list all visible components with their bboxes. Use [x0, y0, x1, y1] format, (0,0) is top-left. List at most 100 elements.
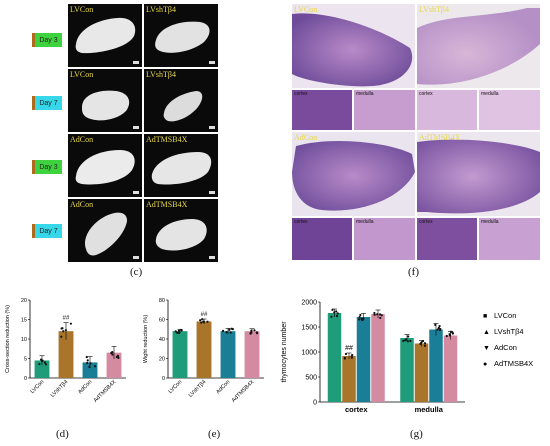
photo-label: LVCon — [70, 5, 94, 14]
photo-label: AdCon — [70, 200, 94, 209]
data-point — [380, 314, 383, 317]
photo-lvsh-day3: LVshTβ4 — [144, 4, 218, 67]
y-axis-label: Wight reduction (%) — [143, 315, 149, 363]
data-point — [200, 321, 203, 324]
bar — [443, 335, 458, 402]
bar — [342, 356, 356, 402]
histology-sub: cortex — [292, 90, 352, 130]
data-point — [350, 354, 353, 357]
chart-e: 0 20 40 60 80 Wight reduction (%) LVCon LVshTβ4… — [143, 298, 264, 404]
photo-adtmsb-day3: AdTMSB4X — [144, 134, 218, 197]
data-point — [335, 310, 338, 313]
sub-label: medulla — [481, 219, 499, 225]
y-tick-label: 60 — [159, 318, 165, 324]
data-point — [434, 323, 437, 326]
day-label-row4: Day 7 — [32, 224, 62, 238]
photo-lvcon-day3: LVCon — [68, 4, 142, 67]
data-point — [330, 315, 333, 318]
sub-label: cortex — [294, 219, 308, 225]
data-point — [438, 324, 441, 328]
data-point — [362, 317, 365, 320]
histology-adcon: AdCon — [292, 132, 415, 216]
data-point — [407, 335, 410, 338]
day-text: Day 3 — [39, 36, 58, 44]
legend-label: AdTMSB4X — [494, 359, 533, 368]
panel-f-letter: (f) — [408, 266, 419, 278]
data-point — [230, 327, 233, 330]
data-point — [344, 352, 348, 356]
data-point — [335, 314, 339, 318]
histology-sub: cortex — [417, 218, 477, 260]
chart-d: 0 5 10 15 20 Cross-section reduction (%) LVCon… — [5, 298, 126, 404]
legend-label: LVCon — [494, 311, 516, 320]
data-point — [93, 365, 97, 368]
photo-label: AdTMSB4X — [146, 200, 188, 209]
data-point — [406, 340, 409, 343]
photo-adcon-day7: AdCon — [68, 199, 142, 262]
significance-label: ## — [345, 345, 353, 352]
significance-label: ## — [201, 312, 208, 318]
bar — [327, 313, 342, 402]
y-tick-label: 80 — [159, 298, 165, 304]
x-tick-label: cortex — [345, 405, 368, 414]
x-tick-label: LVshTβ4 — [188, 379, 208, 399]
data-point — [331, 308, 334, 311]
bar — [172, 331, 188, 378]
data-point — [86, 361, 89, 365]
data-point — [85, 355, 88, 359]
data-point — [180, 329, 183, 332]
photo-lvcon-day7: LVCon — [68, 69, 142, 132]
x-tick-label: LVshTβ4 — [50, 379, 70, 399]
histology-label: LVshTβ4 — [419, 5, 449, 14]
data-point — [43, 361, 47, 364]
bar — [196, 321, 212, 378]
histology-sub: medulla — [479, 90, 540, 130]
day-label-row1: Day 3 — [32, 33, 62, 47]
bar — [58, 331, 74, 378]
data-point — [88, 365, 91, 368]
photo-label: LVCon — [70, 70, 94, 79]
y-tick-label: 10 — [21, 337, 27, 343]
x-tick-label: LVCon — [30, 379, 46, 395]
data-point — [373, 311, 376, 315]
histology-lvsh: LVshTβ4 — [417, 4, 540, 88]
data-point — [358, 318, 361, 321]
data-point — [378, 313, 382, 316]
data-point — [64, 329, 67, 332]
data-point — [61, 327, 64, 330]
y-tick-label: 0 — [313, 400, 317, 407]
day-text: Day 7 — [39, 99, 58, 107]
y-tick-label: 15 — [21, 318, 27, 324]
data-point — [350, 356, 353, 359]
sub-label: medulla — [481, 91, 499, 97]
bar — [82, 362, 98, 378]
data-point — [111, 353, 114, 356]
data-point — [379, 316, 382, 320]
sub-label: medulla — [356, 219, 374, 225]
data-point — [221, 329, 225, 332]
histology-sub: medulla — [354, 218, 415, 260]
y-axis-label: Cross-section reduction (%) — [5, 305, 11, 373]
photo-lvsh-day7: LVshTβ4 — [144, 69, 218, 132]
data-point — [199, 319, 202, 322]
data-point — [202, 320, 205, 323]
y-axis-label: thymocytes number — [281, 321, 288, 383]
bar — [356, 317, 371, 402]
y-tick-label: 40 — [159, 337, 165, 343]
data-point — [225, 331, 228, 334]
data-point — [445, 334, 448, 338]
x-tick-label: AdTMSB4X — [93, 379, 118, 404]
y-tick-label: 1500 — [301, 325, 317, 332]
data-point — [402, 339, 405, 343]
legend-marker: ▼ — [483, 345, 490, 352]
data-point — [423, 344, 427, 347]
bar — [414, 343, 429, 402]
sub-label: cortex — [419, 219, 433, 225]
panel-g-letter: (g) — [410, 428, 423, 440]
data-point — [253, 329, 256, 332]
photo-label: AdCon — [70, 135, 94, 144]
legend-label: LVshTβ4 — [494, 327, 524, 336]
data-point — [250, 329, 253, 332]
photo-adtmsb-day7: AdTMSB4X — [144, 199, 218, 262]
data-point — [376, 313, 379, 316]
